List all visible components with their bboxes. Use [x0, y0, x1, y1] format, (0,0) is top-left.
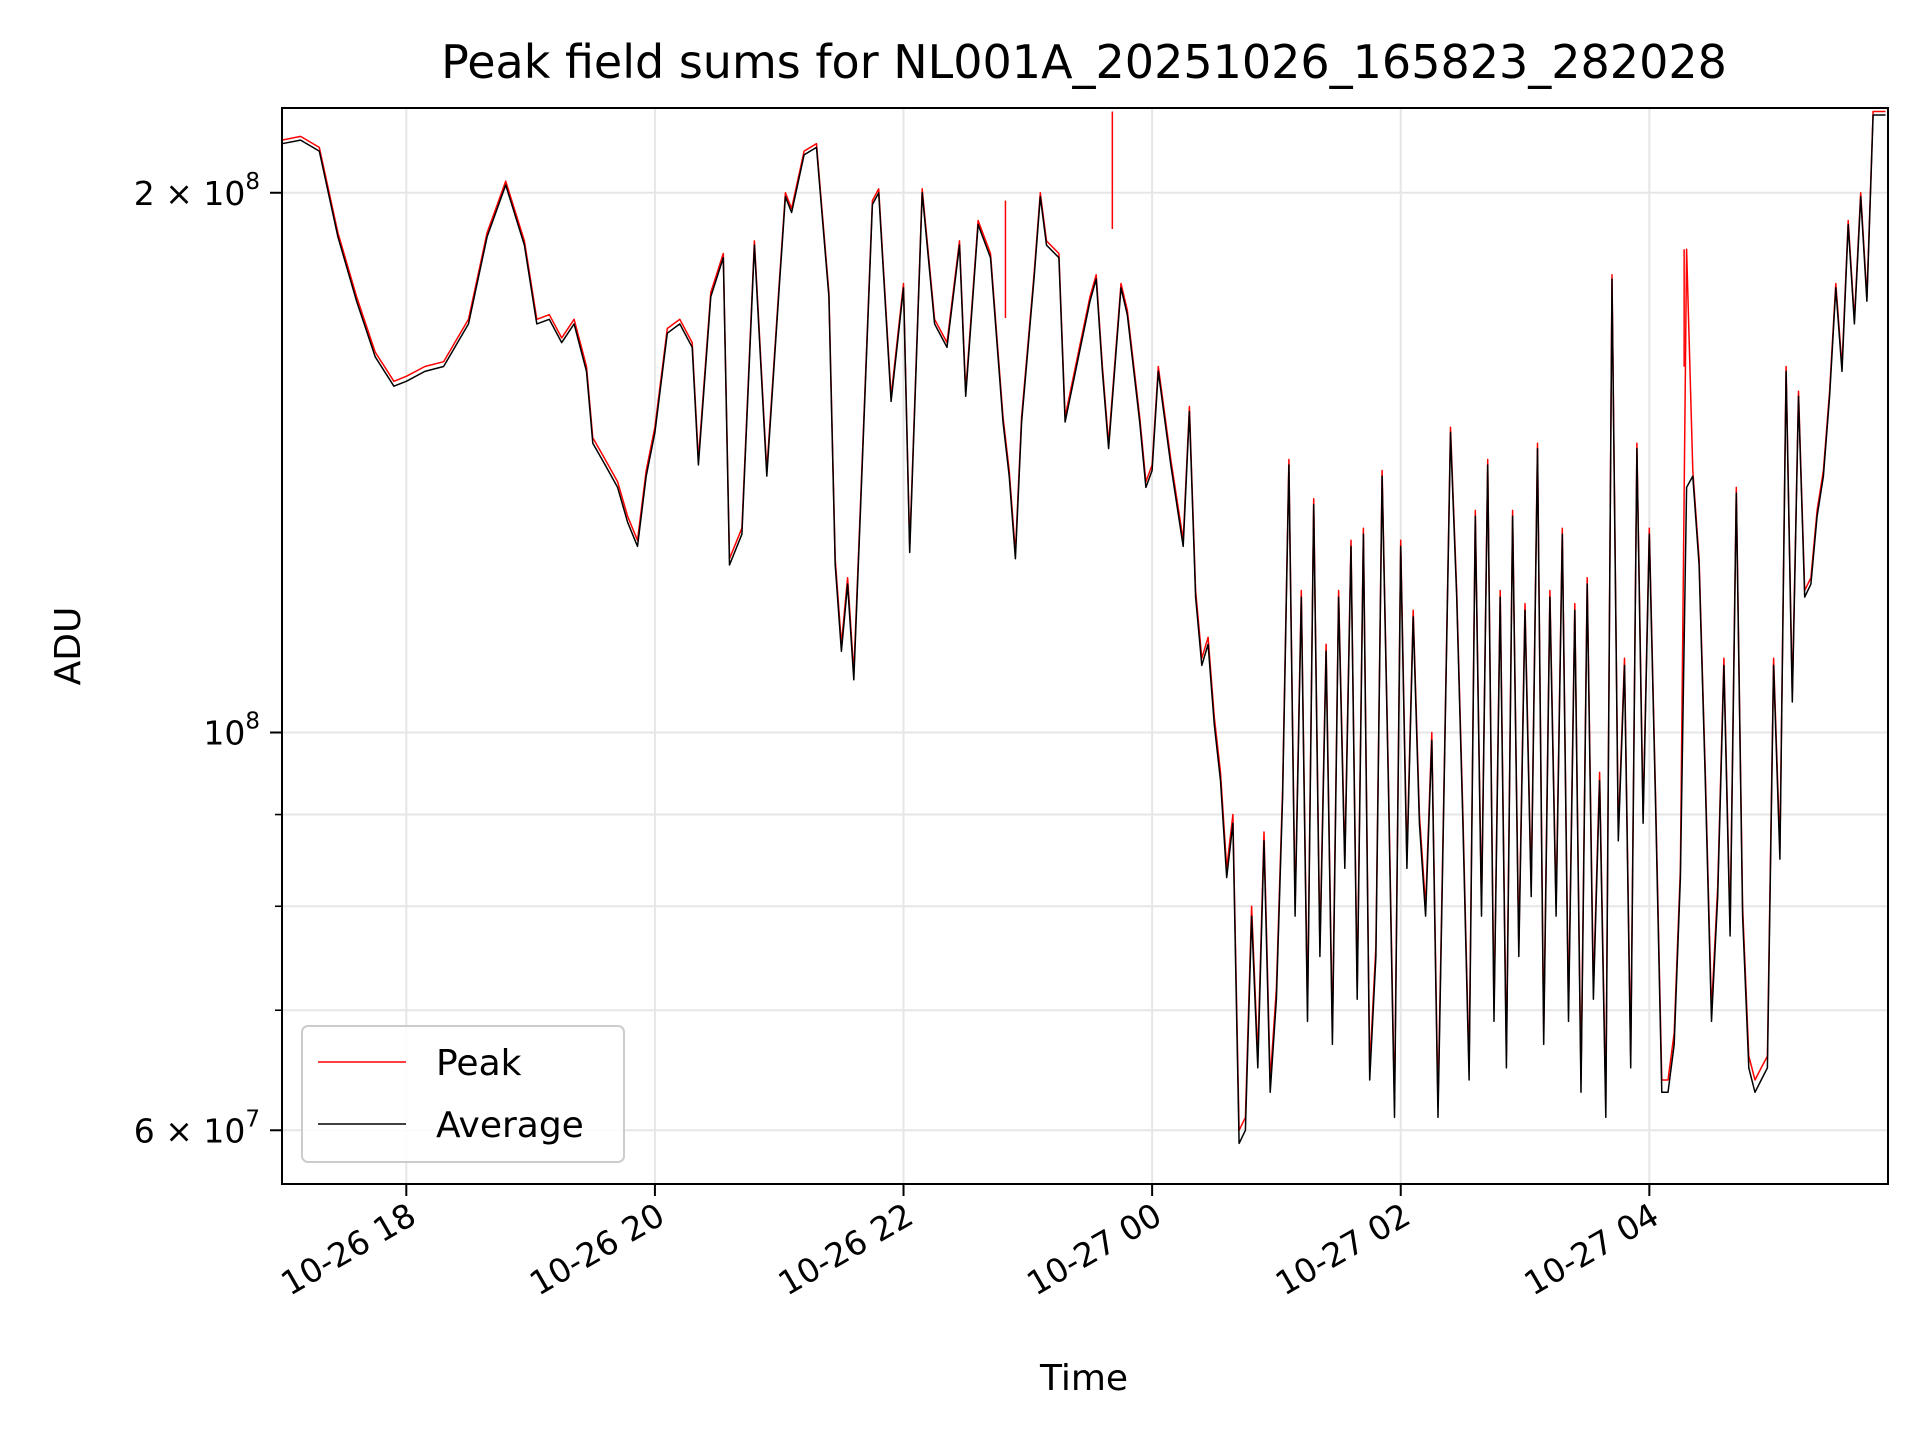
- legend-label-peak: Peak: [436, 1043, 522, 1084]
- y-tick-label-exponent-0: 7: [245, 1106, 260, 1132]
- y-tick-label-0: 6 × 107: [134, 1106, 260, 1150]
- x-axis-label: Time: [1039, 1358, 1128, 1399]
- y-tick-label-1: 108: [203, 709, 260, 753]
- y-tick-label-base-0: 6 × 10: [134, 1111, 246, 1150]
- legend-box: [301, 1025, 625, 1163]
- y-tick-label-2: 2 × 108: [134, 169, 260, 213]
- series-layer: [281, 110, 1886, 1145]
- plot-area-frame: [281, 107, 1889, 1185]
- legend: Peak Average: [301, 1025, 625, 1163]
- y-tick-label-base-2: 2 × 10: [134, 174, 246, 213]
- legend-label-average: Average: [436, 1105, 584, 1146]
- chart-title: Peak field sums for NL001A_20251026_1658…: [441, 35, 1727, 89]
- y-tick-label-exponent-1: 8: [245, 709, 260, 735]
- series-line-average: [281, 114, 1886, 1145]
- y-tick-label-base-1: 10: [203, 714, 245, 753]
- y-tick-label-exponent-2: 8: [245, 169, 260, 195]
- y-axis-label: ADU: [48, 607, 89, 686]
